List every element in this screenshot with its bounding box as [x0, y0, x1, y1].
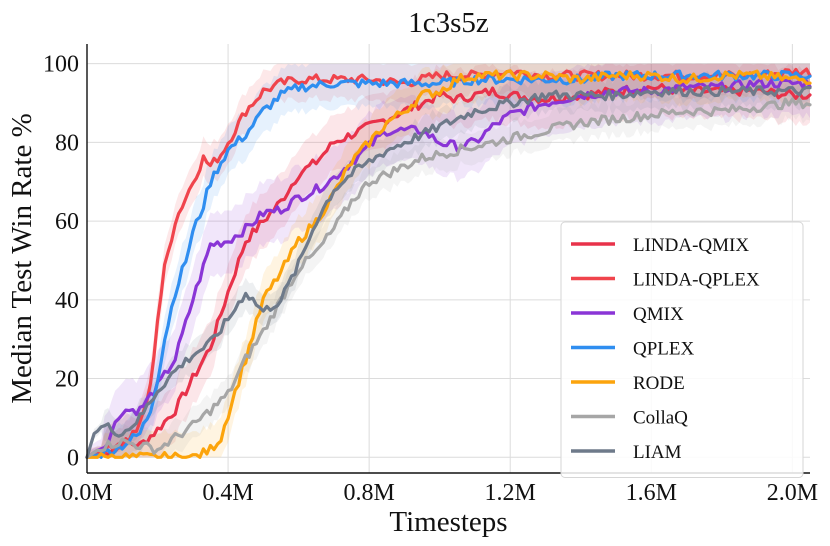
band-collaq [87, 83, 810, 458]
x-tick-label: 1.6M [626, 480, 677, 506]
series-line-qmix [85, 77, 812, 459]
series-lines [85, 67, 812, 459]
y-tick-labels: 0 20 40 60 80 100 [43, 52, 79, 472]
legend-label: CollaQ [633, 408, 688, 429]
legend-label: LINDA-QMIX [633, 235, 749, 256]
x-tick-label: 0.4M [202, 480, 253, 506]
x-tick-label: 0.8M [343, 480, 394, 506]
legend-box [560, 221, 804, 478]
x-tick-label: 2.0M [767, 480, 818, 506]
y-tick-label: 20 [55, 367, 79, 393]
band-linda-qmix [87, 63, 810, 458]
x-tick-label: 1.2M [485, 480, 536, 506]
series-line-collaq [85, 97, 812, 459]
legend-label: LINDA-QPLEX [633, 270, 760, 291]
y-tick-label: 100 [43, 52, 79, 78]
series-line-qplex [85, 69, 812, 459]
y-axis-title: Median Test Win Rate % [6, 113, 38, 404]
y-tick-label: 60 [55, 209, 79, 235]
legend-label: RODE [633, 373, 685, 394]
chart-title: 1c3s5z [408, 7, 489, 39]
legend-label: QMIX [633, 304, 684, 325]
x-tick-labels: 0.0M 0.4M 0.8M 1.2M 1.6M 2.0M [61, 480, 818, 506]
y-tick-label: 0 [67, 445, 79, 471]
legend: LINDA-QMIX LINDA-QPLEX QMIX QPLEX RODE CollaQ… [560, 221, 804, 478]
legend-label: QPLEX [633, 339, 695, 360]
series-line-liam [85, 85, 812, 459]
legend-label: LIAM [633, 442, 682, 463]
y-tick-label: 40 [55, 288, 79, 314]
x-axis-title: Timesteps [389, 506, 507, 538]
y-tick-label: 80 [55, 130, 79, 156]
series-line-rode [85, 69, 812, 459]
x-tick-label: 0.0M [61, 480, 112, 506]
